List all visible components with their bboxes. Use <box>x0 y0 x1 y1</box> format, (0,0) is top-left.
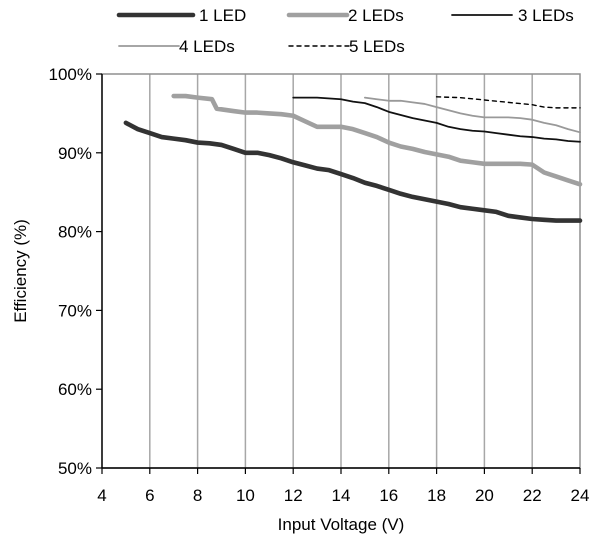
legend-label: 4 LEDs <box>179 37 235 56</box>
legend-label: 1 LED <box>199 6 246 25</box>
x-tick-label: 16 <box>379 486 398 505</box>
grid-lines <box>149 74 533 468</box>
series-line-5 <box>435 96 581 109</box>
legend-label: 2 LEDs <box>348 6 404 25</box>
x-tick-label: 6 <box>145 486 154 505</box>
x-tick-label: 14 <box>332 486 351 505</box>
series-line-2 <box>171 93 583 187</box>
x-tick-label: 8 <box>193 486 202 505</box>
x-tick-label: 12 <box>284 486 303 505</box>
x-tick-label: 20 <box>475 486 494 505</box>
series-line-3 <box>292 96 581 143</box>
x-axis-label: Input Voltage (V) <box>278 515 405 534</box>
x-tick-label: 22 <box>523 486 542 505</box>
axes: 4 6 8 10 12 14 16 18 20 22 24 50% 60% 70% 80% 90% 100% <box>49 65 590 505</box>
y-tick-label: 90% <box>58 144 92 163</box>
y-tick-label: 80% <box>58 223 92 242</box>
y-tick-label: 60% <box>58 380 92 399</box>
data-series <box>123 93 583 223</box>
y-axis-label: Efficiency (%) <box>11 219 30 323</box>
x-tick-label: 24 <box>571 486 590 505</box>
y-tick-label: 70% <box>58 301 92 320</box>
x-tick-label: 18 <box>427 486 446 505</box>
legend: 1 LED 2 LEDs 3 LEDs 4 LEDs 5 LEDs <box>116 6 574 56</box>
x-tick-label: 4 <box>97 486 106 505</box>
y-tick-label: 50% <box>58 459 92 478</box>
legend-label: 3 LEDs <box>518 6 574 25</box>
series-line-1 <box>123 120 583 223</box>
legend-label: 5 LEDs <box>349 37 405 56</box>
series-line-4 <box>363 96 581 134</box>
x-tick-label: 10 <box>236 486 255 505</box>
y-tick-label: 100% <box>49 65 92 84</box>
